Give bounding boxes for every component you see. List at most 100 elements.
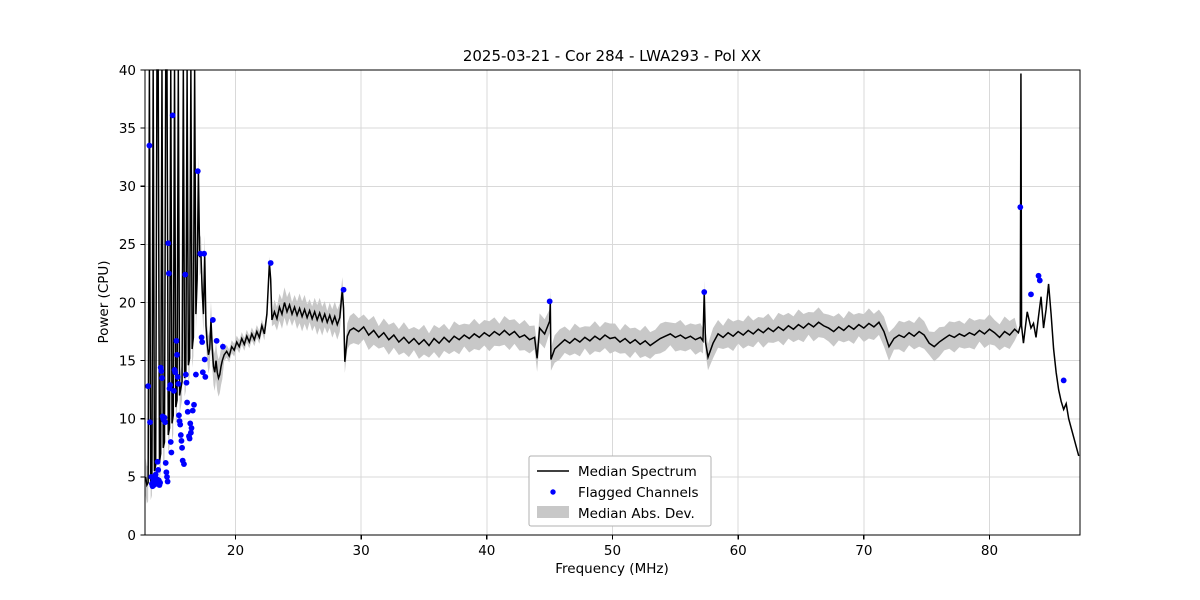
legend-entry-flagged-channels: Flagged Channels — [550, 485, 699, 501]
median-spectrum-line — [144, 69, 1080, 488]
flagged-channel-point — [161, 414, 168, 421]
x-tick-label: 20 — [227, 543, 244, 559]
flagged-channel-point — [157, 479, 163, 486]
flagged-channel-point — [159, 375, 165, 381]
flagged-channel-point — [176, 412, 182, 419]
flagged-channel-point — [162, 419, 169, 426]
flagged-channel-point — [187, 429, 194, 436]
flagged-channel-point — [213, 337, 220, 344]
plot-legend[interactable]: Median Spectrum Flagged Channels Median … — [528, 455, 712, 527]
plot-title: 2025-03-21 - Cor 284 - LWA293 - Pol XX — [463, 47, 761, 65]
x-tick-label: 40 — [478, 543, 495, 559]
flagged-channel-point — [167, 439, 174, 445]
legend-background — [528, 455, 712, 527]
flagged-channel-point — [172, 369, 179, 376]
flagged-channel-point — [188, 425, 195, 431]
flagged-channel-point — [174, 374, 181, 380]
flagged-channel-point — [186, 435, 193, 442]
flagged-channel-point — [179, 444, 185, 451]
x-tick-label: 30 — [353, 543, 370, 559]
flagged-channel-point — [173, 337, 180, 344]
flagged-channel-point — [182, 371, 189, 378]
y-axis-label: Power (CPU) — [96, 260, 112, 343]
flagged-channels-points — [145, 112, 1067, 490]
flagged-channel-point — [209, 317, 216, 323]
flagged-channel-point — [546, 298, 553, 305]
flagged-channel-point — [178, 437, 185, 444]
y-tick-label: 0 — [127, 528, 136, 544]
flagged-channel-point — [184, 399, 191, 406]
flagged-channel-point — [167, 382, 174, 388]
flagged-channel-point — [198, 334, 205, 341]
legend-entry-median-spectrum: Median Spectrum — [537, 464, 697, 480]
flagged-channel-point — [171, 387, 177, 394]
flagged-channel-point — [201, 356, 208, 363]
flagged-channel-point — [701, 289, 708, 295]
flagged-channel-point — [192, 371, 199, 378]
y-tick-label: 40 — [119, 63, 136, 79]
y-tick-label: 25 — [119, 237, 136, 253]
flagged-channel-point — [183, 379, 190, 386]
x-tick-label: 70 — [855, 543, 872, 559]
legend-label-median-abs-dev: Median Abs. Dev. — [578, 506, 695, 522]
flagged-channel-point — [187, 420, 194, 427]
flagged-channel-point — [165, 270, 172, 277]
flagged-channel-point — [267, 260, 274, 266]
flagged-channel-point — [168, 449, 175, 456]
flagged-channel-point — [154, 458, 161, 465]
y-tick-label: 35 — [119, 121, 136, 137]
legend-entry-median-abs-dev: Median Abs. Dev. — [537, 506, 695, 522]
y-tick-label: 10 — [119, 412, 136, 428]
x-tick-label: 50 — [604, 543, 621, 559]
y-tick-label: 30 — [119, 179, 136, 195]
x-axis-ticks: 20 30 40 50 60 70 80 — [227, 535, 998, 559]
flagged-channel-point — [145, 383, 152, 390]
legend-patch-swatch — [537, 506, 569, 518]
flagged-channel-point — [1028, 291, 1034, 298]
x-tick-label: 60 — [730, 543, 747, 559]
flagged-channel-point — [147, 419, 153, 426]
flagged-channel-point — [169, 112, 176, 119]
legend-label-flagged-channels: Flagged Channels — [578, 485, 699, 501]
y-axis-ticks: 0 5 10 15 20 25 30 35 40 — [119, 63, 145, 544]
flagged-channel-point — [1036, 277, 1043, 284]
legend-dot-swatch — [550, 489, 556, 495]
flagged-channel-point — [202, 374, 209, 380]
flagged-channel-point — [164, 473, 170, 480]
flagged-channel-point — [155, 467, 162, 473]
gridlines — [145, 70, 1080, 535]
x-tick-label: 80 — [981, 543, 998, 559]
x-axis-label: Frequency (MHz) — [555, 561, 668, 577]
flagged-channel-point — [199, 369, 206, 376]
flagged-channel-point — [189, 407, 196, 414]
flagged-channel-point — [184, 408, 191, 415]
flagged-channel-point — [1017, 204, 1024, 211]
flagged-channel-point — [175, 380, 182, 387]
flagged-channel-point — [199, 339, 206, 345]
flagged-channel-point — [1035, 272, 1042, 279]
flagged-channel-point — [1060, 377, 1067, 384]
flagged-channel-point — [174, 351, 180, 358]
flagged-channel-point — [158, 368, 165, 374]
flagged-channel-point — [162, 460, 169, 466]
flagged-channel-point — [191, 401, 197, 408]
flagged-channel-point — [165, 240, 172, 247]
flagged-channel-point — [181, 461, 187, 467]
flagged-channel-point — [201, 250, 207, 257]
legend-label-median-spectrum: Median Spectrum — [578, 464, 697, 480]
flagged-channel-point — [146, 142, 153, 149]
flagged-channel-point — [177, 421, 184, 428]
y-tick-label: 5 — [127, 470, 136, 486]
flagged-channel-point — [163, 469, 170, 476]
flagged-channel-point — [182, 271, 189, 278]
flagged-channel-point — [220, 343, 226, 350]
y-tick-label: 20 — [119, 295, 136, 311]
flagged-channel-point — [164, 478, 171, 485]
flagged-channel-point — [177, 432, 184, 438]
flagged-channel-point — [152, 471, 159, 478]
flagged-channel-point — [340, 286, 347, 293]
flagged-channel-point — [194, 168, 201, 175]
y-tick-label: 15 — [119, 353, 136, 369]
